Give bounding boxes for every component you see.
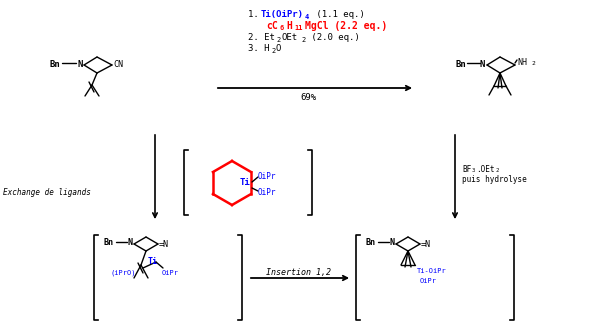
Text: Exchange de ligands: Exchange de ligands <box>3 188 91 197</box>
Text: 69%: 69% <box>300 93 316 102</box>
Text: 2: 2 <box>271 48 275 54</box>
Text: Ti: Ti <box>240 178 251 187</box>
Text: cC: cC <box>266 21 278 31</box>
Text: 1.: 1. <box>248 10 264 19</box>
Text: 2: 2 <box>301 37 305 43</box>
Text: .OEt: .OEt <box>476 165 494 174</box>
Text: (iPrO): (iPrO) <box>110 270 136 276</box>
Text: puis hydrolyse: puis hydrolyse <box>462 175 527 184</box>
Text: MgCl (2.2 eq.): MgCl (2.2 eq.) <box>305 21 387 31</box>
Text: Ti: Ti <box>148 257 158 266</box>
Text: OiPr: OiPr <box>258 172 277 181</box>
Text: 11: 11 <box>294 25 302 31</box>
Text: O: O <box>276 44 281 53</box>
Text: N: N <box>390 238 395 247</box>
Text: OiPr: OiPr <box>420 278 437 284</box>
Text: OEt: OEt <box>281 33 297 42</box>
Text: OiPr: OiPr <box>162 270 179 276</box>
Text: Insertion 1,2: Insertion 1,2 <box>265 268 331 277</box>
Text: (2.0 eq.): (2.0 eq.) <box>306 33 360 42</box>
Text: BF: BF <box>462 165 471 174</box>
Text: Bn: Bn <box>366 238 376 247</box>
Text: 3: 3 <box>472 168 475 173</box>
Text: CN: CN <box>113 60 123 69</box>
Text: OiPr: OiPr <box>258 188 277 197</box>
Text: N: N <box>480 60 485 69</box>
Text: N: N <box>128 238 133 247</box>
Text: 6: 6 <box>280 25 284 31</box>
Text: H: H <box>286 21 292 31</box>
Text: =N: =N <box>421 240 431 249</box>
Text: Ti-OiPr: Ti-OiPr <box>417 268 447 274</box>
Text: Bn: Bn <box>104 238 114 247</box>
Text: 4: 4 <box>305 14 309 20</box>
Text: NH: NH <box>517 58 527 67</box>
Text: (1.1 eq.): (1.1 eq.) <box>311 10 365 19</box>
Text: 2: 2 <box>496 168 499 173</box>
Text: N: N <box>77 60 82 69</box>
Text: Bn: Bn <box>455 60 466 69</box>
Text: 2: 2 <box>276 37 280 43</box>
Text: =N: =N <box>159 240 169 249</box>
Text: 2. Et: 2. Et <box>248 33 275 42</box>
Text: Bn: Bn <box>50 60 61 69</box>
Text: Ti(OiPr): Ti(OiPr) <box>261 10 304 19</box>
Text: 2: 2 <box>531 61 535 66</box>
Text: 3. H: 3. H <box>248 44 269 53</box>
